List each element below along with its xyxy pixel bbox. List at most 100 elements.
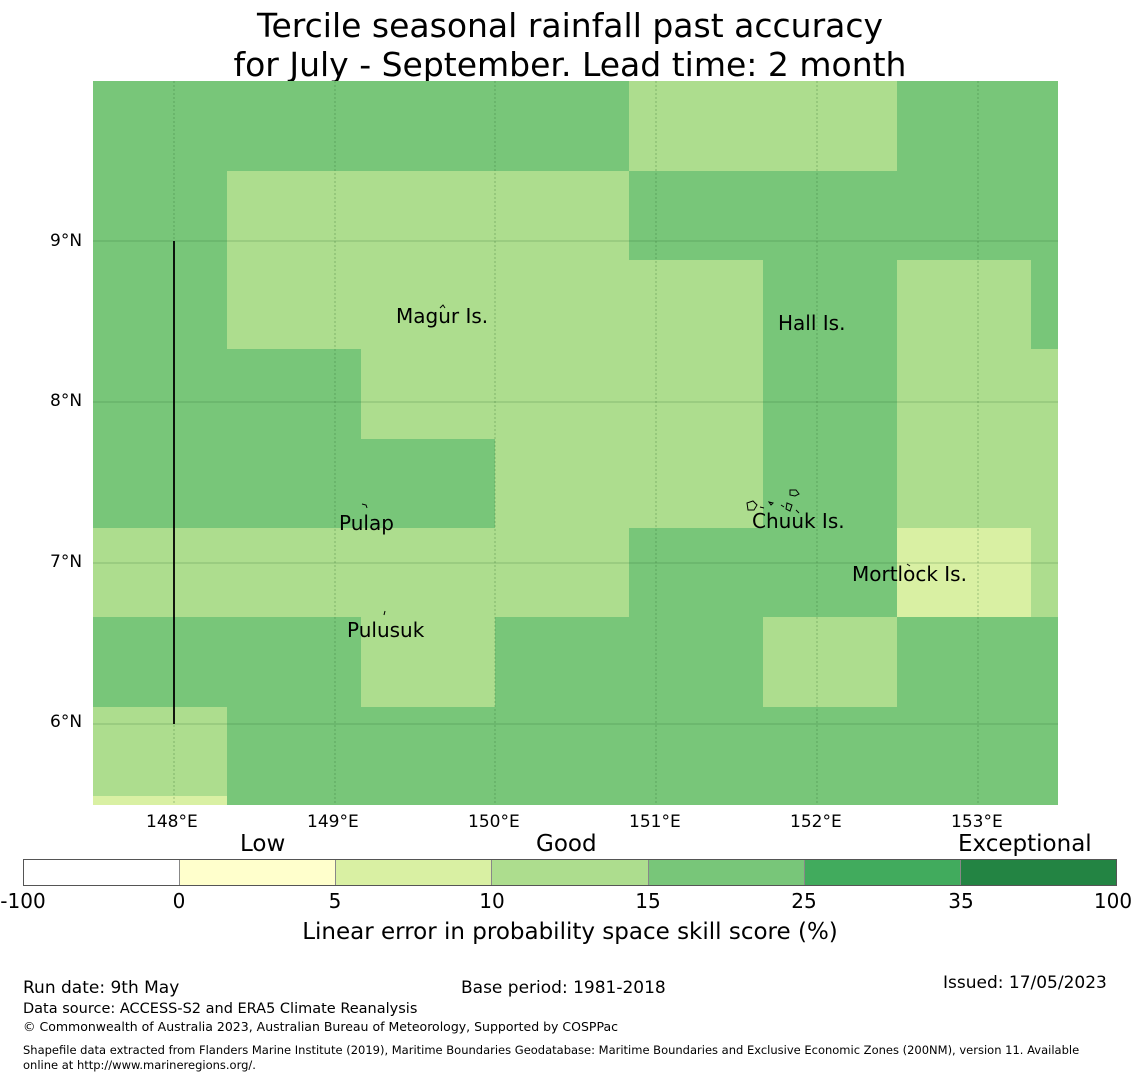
place-label-pulusuk: Pulusuk (347, 618, 425, 642)
skill-cell (361, 81, 495, 171)
mortlock-island-outline (906, 563, 911, 567)
base-period: Base period: 1981-2018 (461, 978, 666, 998)
skill-cell (227, 707, 361, 796)
skill-cell (495, 528, 629, 617)
lon-label-151e: 151°E (629, 812, 681, 832)
graticule (93, 81, 1058, 805)
lon-label-148e: 148°E (146, 812, 198, 832)
colorbar-label: Linear error in probability space skill … (302, 919, 838, 945)
skill-cell (227, 349, 361, 439)
skill-cell (763, 528, 897, 617)
skill-cell (361, 439, 495, 528)
skill-cell (1031, 796, 1058, 805)
skill-cell (495, 439, 629, 528)
skill-cell (629, 260, 763, 349)
issued-date: Issued: 17/05/2023 (943, 973, 1107, 993)
skill-cell (763, 707, 897, 796)
skill-cell (763, 617, 897, 707)
skill-cell (629, 439, 763, 528)
skill-cell (1031, 439, 1058, 528)
skill-score-map (93, 81, 1058, 805)
colorbar-segment (180, 860, 337, 885)
pulap-island-outline (361, 503, 368, 509)
skill-cell (495, 796, 629, 805)
colorbar-tick: 100 (1093, 889, 1133, 913)
skill-cell (227, 171, 361, 260)
skill-cell (763, 439, 897, 528)
lat-label-9n: 9°N (50, 231, 83, 251)
lon-label-149e: 149°E (307, 812, 359, 832)
skill-cell (897, 260, 1031, 349)
skill-cell (361, 171, 495, 260)
chuuk-island-outline (746, 489, 800, 514)
lat-label-6n: 6°N (50, 712, 83, 732)
skill-cell (495, 260, 629, 349)
skill-cell (227, 796, 361, 805)
skill-cell (629, 796, 763, 805)
skill-cell (93, 349, 227, 439)
skill-cell (629, 528, 763, 617)
skill-cell (629, 617, 763, 707)
data-source: Data source: ACCESS-S2 and ERA5 Climate … (23, 1001, 418, 1017)
place-label-pulap: Pulap (339, 511, 394, 535)
colorbar-tick: 35 (948, 889, 974, 913)
skill-cell (361, 260, 495, 349)
skill-cell (1031, 528, 1058, 617)
skill-cell (495, 707, 629, 796)
lon-label-153e: 153°E (951, 812, 1003, 832)
skill-grid (93, 81, 1058, 805)
colorbar-tick: -100 (0, 889, 46, 913)
skill-cell (1031, 260, 1058, 349)
skill-cell (93, 171, 227, 260)
skill-cell (495, 171, 629, 260)
colorbar-segment (960, 860, 1116, 885)
skill-cell (495, 617, 629, 707)
skill-cell (227, 439, 361, 528)
lon-label-152e: 152°E (790, 812, 842, 832)
skill-cell (629, 349, 763, 439)
copyright: © Commonwealth of Australia 2023, Austra… (23, 1019, 618, 1034)
skill-cell (629, 81, 763, 171)
run-date: Run date: 9th May (23, 978, 180, 998)
skill-cell (1031, 171, 1058, 260)
skill-cell (763, 81, 897, 171)
colorbar-segment (336, 860, 493, 885)
skill-cell (1031, 707, 1058, 796)
skill-cell (763, 260, 897, 349)
shapefile-credit-line1: Shapefile data extracted from Flanders M… (23, 1043, 1080, 1057)
colorbar-tick: 5 (328, 889, 342, 913)
magur-island-outline (439, 304, 446, 309)
place-label-mortlock: Mortlock Is. (852, 562, 967, 586)
skill-cell (1031, 349, 1058, 439)
island-outlines (361, 304, 911, 616)
lat-label-8n: 8°N (50, 391, 83, 411)
pulusuk-island-outline (383, 610, 386, 616)
skill-cell (897, 796, 1031, 805)
skill-cell (763, 349, 897, 439)
shapefile-credit-line2: online at http://www.marineregions.org/. (23, 1058, 256, 1072)
place-label-chuuk: Chuuk Is. (752, 509, 845, 533)
colorbar-category-exceptional: Exceptional (958, 831, 1092, 857)
skill-cell (763, 171, 897, 260)
colorbar-segment (648, 860, 805, 885)
skill-cell (93, 617, 227, 707)
place-label-magur: Magur Is. (396, 304, 489, 328)
skill-cell (629, 171, 763, 260)
colorbar-segment (492, 860, 649, 885)
skill-cell (93, 439, 227, 528)
skill-cell (361, 707, 495, 796)
colorbar-tick: 15 (635, 889, 661, 913)
colorbar-segment (804, 860, 961, 885)
skill-cell (897, 707, 1031, 796)
skill-cell (495, 349, 629, 439)
skill-cell (897, 439, 1031, 528)
lon-label-150e: 150°E (468, 812, 520, 832)
colorbar-segment (24, 860, 181, 885)
skill-cell (93, 707, 227, 796)
skill-cell (361, 528, 495, 617)
skill-cell (1031, 81, 1058, 171)
skill-cell (93, 528, 227, 617)
skill-cell (227, 617, 361, 707)
colorbar-tick: 10 (479, 889, 505, 913)
skill-cell (763, 796, 897, 805)
